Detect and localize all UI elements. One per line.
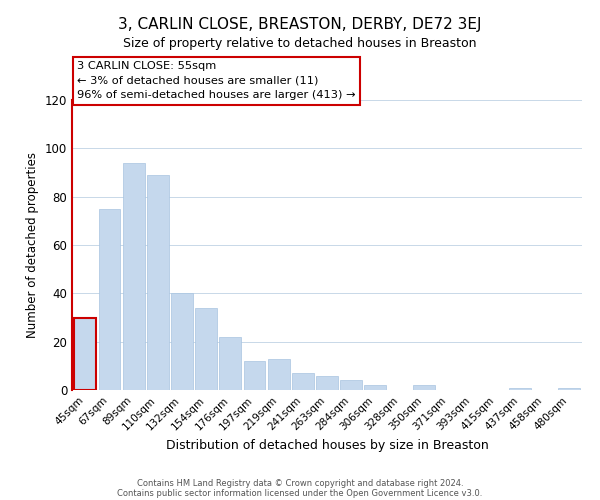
Bar bbox=[171, 294, 193, 390]
Bar bbox=[316, 376, 338, 390]
Bar bbox=[268, 358, 290, 390]
Text: Size of property relative to detached houses in Breaston: Size of property relative to detached ho… bbox=[123, 38, 477, 51]
Y-axis label: Number of detached properties: Number of detached properties bbox=[26, 152, 39, 338]
Text: Contains HM Land Registry data © Crown copyright and database right 2024.: Contains HM Land Registry data © Crown c… bbox=[137, 478, 463, 488]
Text: Contains public sector information licensed under the Open Government Licence v3: Contains public sector information licen… bbox=[118, 488, 482, 498]
Bar bbox=[147, 175, 169, 390]
Bar bbox=[340, 380, 362, 390]
Bar bbox=[74, 318, 96, 390]
Bar bbox=[292, 373, 314, 390]
Bar bbox=[364, 385, 386, 390]
Text: 3, CARLIN CLOSE, BREASTON, DERBY, DE72 3EJ: 3, CARLIN CLOSE, BREASTON, DERBY, DE72 3… bbox=[118, 18, 482, 32]
Bar bbox=[558, 388, 580, 390]
Bar bbox=[509, 388, 531, 390]
Bar bbox=[220, 337, 241, 390]
Bar bbox=[98, 209, 121, 390]
Bar bbox=[413, 385, 434, 390]
X-axis label: Distribution of detached houses by size in Breaston: Distribution of detached houses by size … bbox=[166, 438, 488, 452]
Bar bbox=[123, 163, 145, 390]
Text: 3 CARLIN CLOSE: 55sqm
← 3% of detached houses are smaller (11)
96% of semi-detac: 3 CARLIN CLOSE: 55sqm ← 3% of detached h… bbox=[77, 61, 356, 100]
Bar bbox=[244, 361, 265, 390]
Bar bbox=[195, 308, 217, 390]
